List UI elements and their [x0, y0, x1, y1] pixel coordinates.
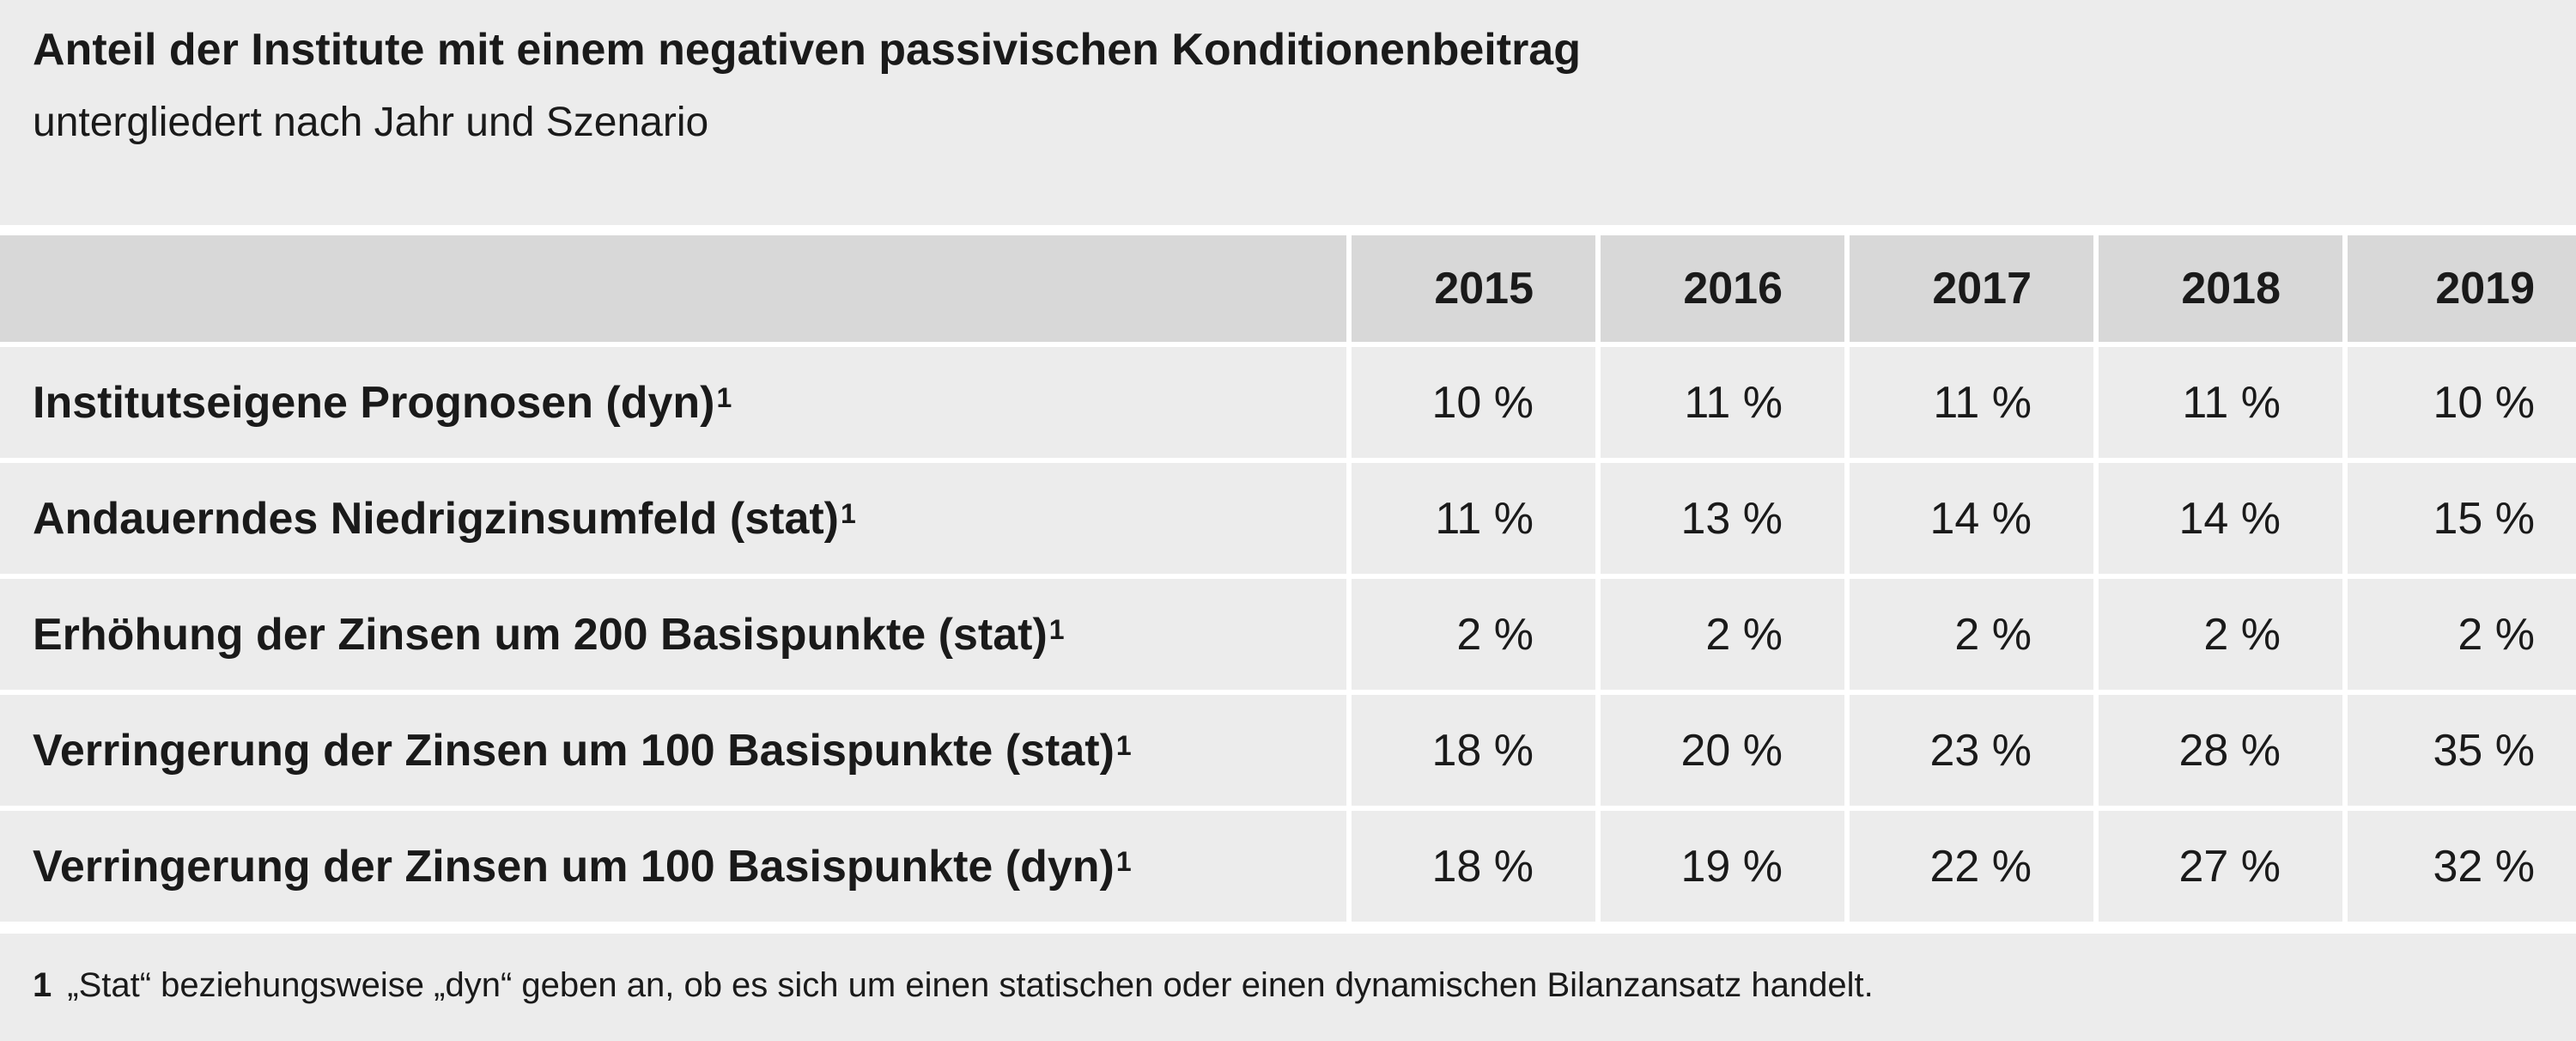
column-header-2015: 2015 — [1352, 235, 1595, 342]
value-cell-2019: 35 % — [2348, 695, 2576, 806]
column-header-2016: 2016 — [1601, 235, 1844, 342]
table-row: Institutseigene Prognosen (dyn) 1 10 % 11 %… — [0, 347, 2576, 458]
column-header-2019: 2019 — [2348, 235, 2576, 342]
footnote-reference: 1 — [716, 381, 732, 413]
value-cell-2018: 14 % — [2099, 463, 2342, 574]
value-cell-2016: 19 % — [1601, 811, 1844, 922]
value-cell-2017: 22 % — [1850, 811, 2093, 922]
value-cell-2016: 20 % — [1601, 695, 1844, 806]
table-row: Andauerndes Niedrigzinsumfeld (stat) 1 11 … — [0, 463, 2576, 574]
value-cell-2019: 2 % — [2348, 579, 2576, 690]
row-label-cell: Andauerndes Niedrigzinsumfeld (stat) 1 — [0, 463, 1346, 574]
footnote-panel: 1 „Stat“ beziehungsweise „dyn“ geben an, … — [0, 934, 2576, 1041]
row-label-cell: Institutseigene Prognosen (dyn) 1 — [0, 347, 1346, 458]
value-cell-2017: 11 % — [1850, 347, 2093, 458]
footnote: 1 „Stat“ beziehungsweise „dyn“ geben an, … — [33, 966, 1874, 1005]
row-label: Institutseigene Prognosen (dyn) — [33, 377, 715, 428]
header-corner-cell — [0, 235, 1346, 342]
row-label-cell: Erhöhung der Zinsen um 200 Basispunkte (… — [0, 579, 1346, 690]
value-cell-2019: 15 % — [2348, 463, 2576, 574]
value-cell-2016: 13 % — [1601, 463, 1844, 574]
table-row: Erhöhung der Zinsen um 200 Basispunkte (… — [0, 579, 2576, 690]
table-title: Anteil der Institute mit einem negativen… — [33, 25, 1581, 75]
value-cell-2019: 10 % — [2348, 347, 2576, 458]
value-cell-2015: 18 % — [1352, 811, 1595, 922]
footnote-mark: 1 — [33, 966, 52, 1004]
table-row: Verringerung der Zinsen um 100 Basispunk… — [0, 811, 2576, 922]
header-row: 2015 2016 2017 2018 2019 — [0, 235, 2576, 342]
value-cell-2017: 2 % — [1850, 579, 2093, 690]
footnote-reference: 1 — [841, 497, 856, 529]
row-label: Verringerung der Zinsen um 100 Basispunk… — [33, 841, 1115, 892]
value-cell-2018: 11 % — [2099, 347, 2342, 458]
value-cell-2016: 11 % — [1601, 347, 1844, 458]
row-label: Erhöhung der Zinsen um 200 Basispunkte (… — [33, 609, 1048, 660]
value-cell-2018: 28 % — [2099, 695, 2342, 806]
value-cell-2019: 32 % — [2348, 811, 2576, 922]
table-row: Verringerung der Zinsen um 100 Basispunk… — [0, 695, 2576, 806]
value-cell-2016: 2 % — [1601, 579, 1844, 690]
column-header-2017: 2017 — [1850, 235, 2093, 342]
row-label: Verringerung der Zinsen um 100 Basispunk… — [33, 725, 1115, 776]
value-cell-2015: 18 % — [1352, 695, 1595, 806]
value-cell-2018: 27 % — [2099, 811, 2342, 922]
column-header-2018: 2018 — [2099, 235, 2342, 342]
value-cell-2017: 14 % — [1850, 463, 2093, 574]
value-cell-2015: 11 % — [1352, 463, 1595, 574]
table-header-panel: Anteil der Institute mit einem negativen… — [0, 0, 2576, 225]
row-label-cell: Verringerung der Zinsen um 100 Basispunk… — [0, 695, 1346, 806]
footnote-reference: 1 — [1048, 613, 1065, 645]
value-cell-2015: 2 % — [1352, 579, 1595, 690]
footnote-reference: 1 — [1115, 845, 1132, 877]
footnote-text: „Stat“ beziehungsweise „dyn“ geben an, o… — [67, 966, 1874, 1004]
value-cell-2018: 2 % — [2099, 579, 2342, 690]
table-subtitle: untergliedert nach Jahr und Szenario — [33, 100, 709, 145]
row-label-cell: Verringerung der Zinsen um 100 Basispunk… — [0, 811, 1346, 922]
footnote-reference: 1 — [1115, 729, 1132, 761]
value-cell-2015: 10 % — [1352, 347, 1595, 458]
value-cell-2017: 23 % — [1850, 695, 2093, 806]
row-label: Andauerndes Niedrigzinsumfeld (stat) — [33, 493, 839, 544]
